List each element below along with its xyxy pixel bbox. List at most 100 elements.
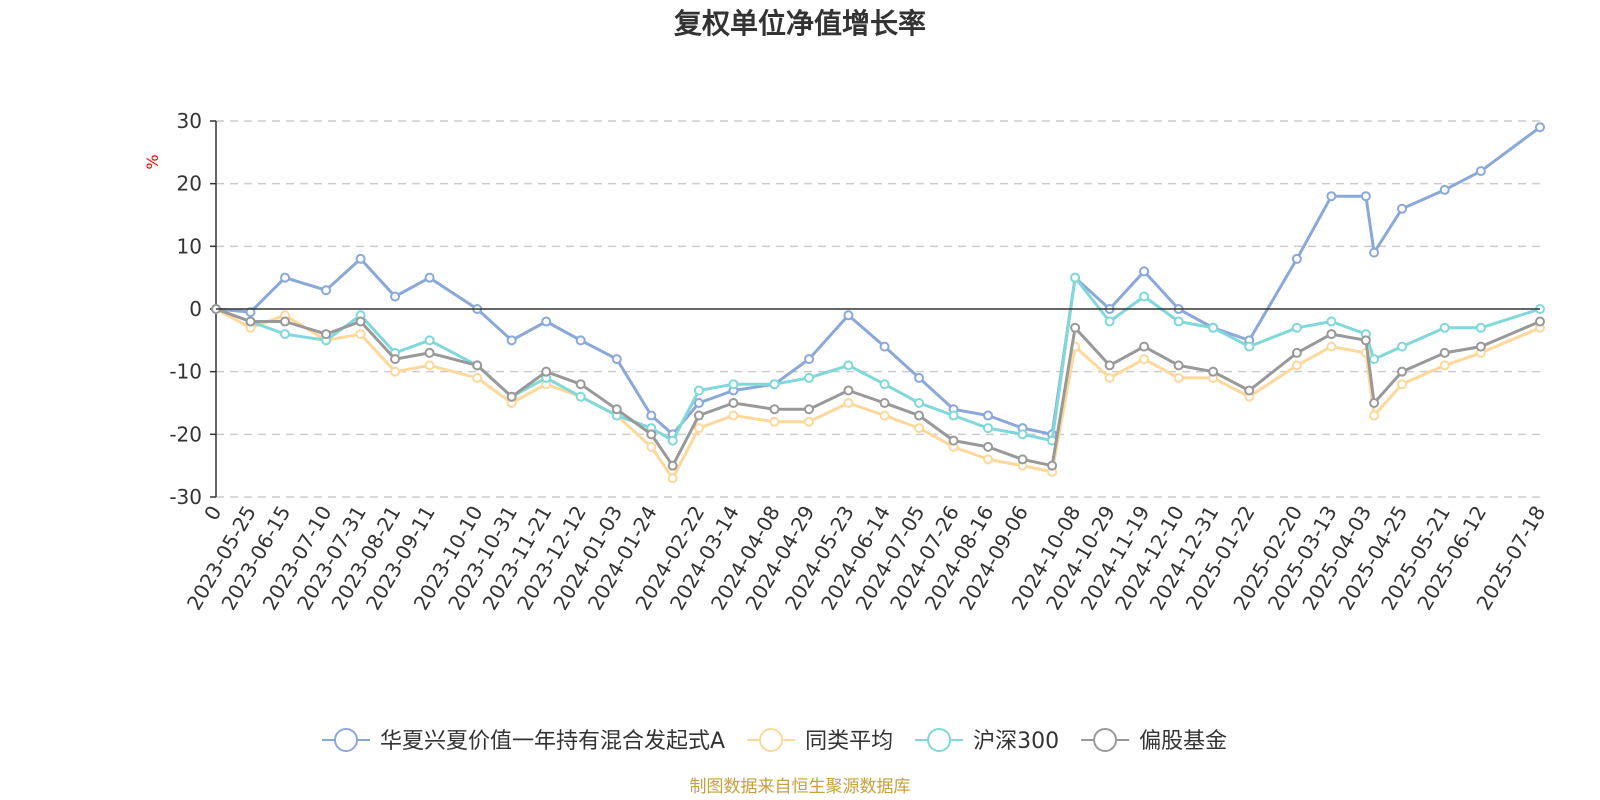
- y-tick-label: 20: [177, 172, 202, 196]
- chart-title: 复权单位净值增长率: [674, 7, 926, 40]
- legend-label: 沪深300: [973, 729, 1059, 754]
- series-line: [215, 307, 1541, 468]
- data-point: [1104, 372, 1115, 383]
- data-point: [1139, 291, 1150, 302]
- legend-item: 偏股基金: [1081, 728, 1227, 754]
- y-axis-ticks: -30 -20 -10 0 10 20 30: [169, 109, 217, 509]
- data-point: [1244, 341, 1255, 352]
- data-point: [667, 473, 678, 484]
- data-point: [1326, 191, 1337, 202]
- series-line: [215, 276, 1541, 443]
- data-point: [693, 398, 704, 408]
- data-point: [245, 316, 256, 327]
- data-point: [1104, 360, 1115, 371]
- data-point: [1475, 322, 1486, 333]
- data-point: [1070, 272, 1081, 283]
- data-point: [1291, 253, 1302, 264]
- data-point: [1139, 354, 1150, 365]
- data-point: [390, 354, 401, 365]
- data-point: [1535, 316, 1545, 327]
- data-point: [472, 360, 483, 371]
- legend-item: 沪深300: [915, 728, 1059, 754]
- data-point: [843, 398, 854, 408]
- legend-marker: [759, 728, 784, 752]
- legend-marker: [334, 728, 358, 752]
- data-point: [424, 360, 435, 371]
- data-point: [506, 391, 517, 402]
- legend-label: 同类平均: [805, 729, 893, 754]
- data-point: [1397, 203, 1408, 214]
- data-point: [879, 398, 890, 408]
- data-point: [879, 379, 890, 390]
- data-point: [843, 310, 854, 321]
- data-point: [1047, 460, 1058, 471]
- source-note: 制图数据来自恒生聚源数据库: [690, 777, 911, 797]
- data-point: [390, 291, 401, 302]
- data-point: [575, 379, 586, 390]
- data-point: [728, 410, 739, 421]
- y-axis-unit: %: [143, 154, 162, 169]
- data-point: [1360, 191, 1371, 202]
- data-point: [667, 435, 678, 446]
- data-point: [804, 416, 815, 427]
- data-point: [279, 272, 290, 283]
- series-2: [211, 272, 1545, 446]
- data-point: [1475, 341, 1486, 352]
- data-point: [1397, 379, 1408, 390]
- data-point: [843, 385, 854, 396]
- data-point: [1369, 247, 1380, 258]
- data-point: [321, 285, 332, 296]
- data-point: [693, 385, 704, 396]
- data-point: [1017, 429, 1028, 440]
- series-line: [215, 126, 1541, 436]
- data-point: [1139, 341, 1150, 352]
- data-point: [948, 410, 959, 421]
- data-point: [879, 341, 890, 352]
- data-point: [983, 423, 994, 434]
- data-point: [390, 366, 401, 377]
- data-point: [983, 410, 994, 421]
- data-point: [1173, 316, 1184, 327]
- data-point: [611, 354, 622, 365]
- data-point: [728, 379, 739, 390]
- data-point: [472, 372, 483, 383]
- legend-item: 华夏兴夏价值一年持有混合发起式A: [322, 728, 725, 754]
- data-point: [424, 347, 435, 358]
- data-point: [245, 307, 256, 318]
- data-point: [541, 316, 552, 327]
- data-point: [279, 329, 290, 340]
- data-point: [769, 404, 780, 415]
- data-point: [914, 398, 925, 408]
- data-point: [1291, 322, 1302, 333]
- data-point: [804, 354, 815, 365]
- legend: 华夏兴夏价值一年持有混合发起式A 同类平均 沪深300 偏股基金: [322, 728, 1227, 754]
- data-point: [506, 335, 517, 346]
- data-point: [1104, 316, 1115, 327]
- data-point: [1360, 335, 1371, 346]
- data-point: [646, 441, 657, 452]
- data-point: [424, 272, 435, 283]
- data-point: [355, 253, 366, 264]
- series-3: [211, 304, 1545, 471]
- data-point: [541, 366, 552, 377]
- data-point: [914, 423, 925, 434]
- data-point: [983, 454, 994, 465]
- data-point: [804, 404, 815, 415]
- data-point: [1397, 366, 1408, 377]
- data-point: [575, 335, 586, 346]
- data-point: [914, 372, 925, 383]
- data-point: [575, 391, 586, 402]
- data-point: [1369, 398, 1380, 408]
- y-tick-label: 10: [177, 234, 202, 258]
- series-0: [211, 122, 1545, 440]
- data-point: [667, 460, 678, 471]
- y-tick-label: -30: [169, 485, 202, 509]
- data-point: [769, 416, 780, 427]
- data-point: [843, 360, 854, 371]
- y-tick-label: 30: [177, 109, 202, 133]
- data-point: [693, 423, 704, 434]
- data-point: [1291, 347, 1302, 358]
- data-point: [1439, 322, 1450, 333]
- data-point: [728, 398, 739, 408]
